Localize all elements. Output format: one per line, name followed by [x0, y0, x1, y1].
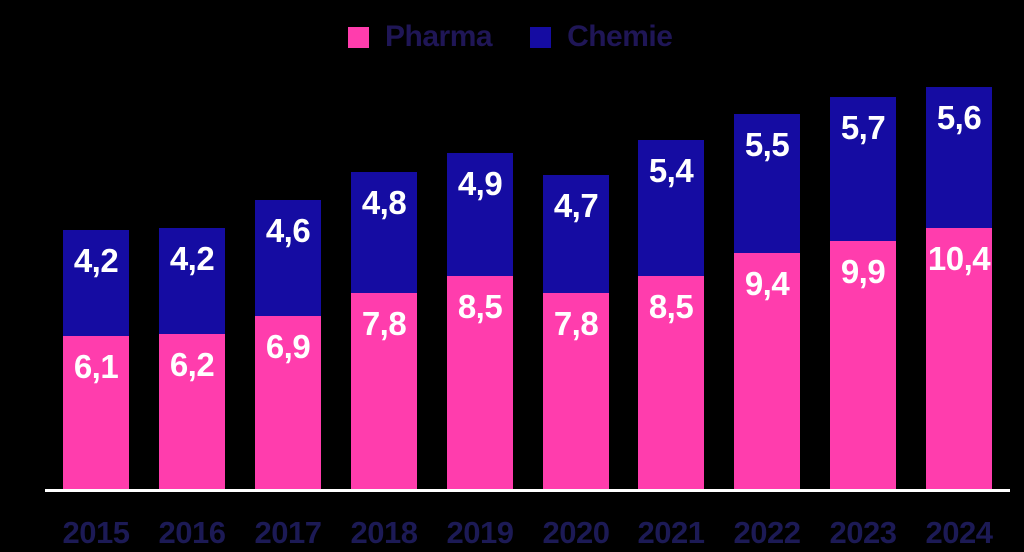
legend-item-chemie: Chemie: [530, 20, 673, 53]
x-axis-label-2017: 2017: [254, 515, 322, 550]
legend-label-chemie: Chemie: [567, 20, 673, 53]
segment-pharma-2020: 7,8: [543, 293, 609, 490]
value-label-chemie-2020: 4,7: [553, 187, 599, 224]
segment-chemie-2024: 5,6: [926, 87, 992, 228]
value-label-chemie-2022: 5,5: [744, 126, 790, 163]
bar-column-2019: 8,5 4,9: [447, 60, 513, 490]
value-label-pharma-2016: 6,2: [169, 346, 215, 383]
segment-chemie-2015: 4,2: [63, 230, 129, 336]
segment-chemie-2021: 5,4: [638, 140, 704, 276]
segment-chemie-2019: 4,9: [447, 153, 513, 276]
value-label-chemie-2019: 4,9: [457, 165, 503, 202]
segment-chemie-2017: 4,6: [255, 200, 321, 316]
value-label-chemie-2017: 4,6: [265, 212, 311, 249]
bar-column-2021: 8,5 5,4: [638, 60, 704, 490]
x-axis-label-2016: 2016: [158, 515, 226, 550]
segment-pharma-2018: 7,8: [351, 293, 417, 490]
segment-pharma-2024: 10,4: [926, 228, 992, 490]
x-axis-label-2015: 2015: [62, 515, 130, 550]
segment-chemie-2023: 5,7: [830, 97, 896, 241]
x-axis-line: [45, 489, 1010, 492]
value-label-pharma-2018: 7,8: [361, 305, 407, 342]
bar-column-2023: 9,9 5,7: [830, 60, 896, 490]
legend: Pharma Chemie: [348, 20, 673, 53]
value-label-chemie-2015: 4,2: [73, 242, 119, 279]
bar-column-2020: 7,8 4,7: [543, 60, 609, 490]
value-label-chemie-2016: 4,2: [169, 240, 215, 277]
value-label-pharma-2024: 10,4: [927, 240, 991, 277]
value-label-pharma-2019: 8,5: [457, 288, 503, 325]
segment-pharma-2016: 6,2: [159, 334, 225, 490]
value-label-pharma-2021: 8,5: [648, 288, 694, 325]
bar-column-2024: 10,4 5,6: [926, 60, 992, 490]
pharma-swatch: [348, 26, 369, 48]
x-axis-label-2020: 2020: [542, 515, 610, 550]
x-axis-label-2019: 2019: [446, 515, 514, 550]
x-axis-label-2018: 2018: [350, 515, 418, 550]
segment-pharma-2019: 8,5: [447, 276, 513, 490]
legend-item-pharma: Pharma: [348, 20, 493, 53]
segment-chemie-2016: 4,2: [159, 228, 225, 334]
value-label-chemie-2021: 5,4: [648, 152, 694, 189]
x-axis-label-2021: 2021: [637, 515, 705, 550]
value-label-pharma-2022: 9,4: [744, 265, 790, 302]
segment-pharma-2021: 8,5: [638, 276, 704, 490]
segment-pharma-2017: 6,9: [255, 316, 321, 490]
value-label-chemie-2023: 5,7: [840, 109, 886, 146]
bar-column-2022: 9,4 5,5: [734, 60, 800, 490]
segment-chemie-2020: 4,7: [543, 175, 609, 293]
x-axis-label-2024: 2024: [925, 515, 993, 550]
chemie-swatch: [530, 26, 552, 48]
value-label-pharma-2023: 9,9: [840, 253, 886, 290]
segment-pharma-2015: 6,1: [63, 336, 129, 490]
segment-pharma-2023: 9,9: [830, 241, 896, 490]
bar-column-2016: 6,2 4,2: [159, 60, 225, 490]
value-label-pharma-2017: 6,9: [265, 328, 311, 365]
x-axis-label-2023: 2023: [829, 515, 897, 550]
value-label-pharma-2015: 6,1: [73, 348, 119, 385]
value-label-chemie-2024: 5,6: [936, 99, 982, 136]
segment-chemie-2018: 4,8: [351, 172, 417, 293]
value-label-pharma-2020: 7,8: [553, 305, 599, 342]
segment-pharma-2022: 9,4: [734, 253, 800, 490]
segment-chemie-2022: 5,5: [734, 114, 800, 253]
bar-column-2017: 6,9 4,6: [255, 60, 321, 490]
legend-label-pharma: Pharma: [385, 20, 493, 53]
bar-column-2015: 6,1 4,2: [63, 60, 129, 490]
bar-column-2018: 7,8 4,8: [351, 60, 417, 490]
x-axis-label-2022: 2022: [733, 515, 801, 550]
value-label-chemie-2018: 4,8: [361, 184, 407, 221]
